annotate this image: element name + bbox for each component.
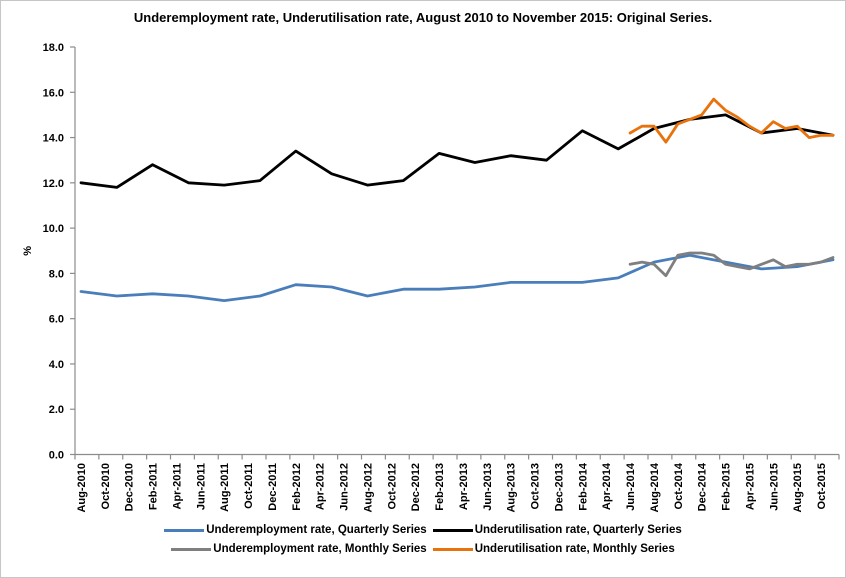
legend-label-underutilisation-monthly: Underutilisation rate, Monthly Series [474, 543, 675, 555]
y-tick-label: 10.0 [43, 223, 64, 235]
x-tick-label: Jun-2015 [768, 463, 780, 511]
plot-area: 0.0 2.0 4.0 6.0 8.0 10.0 12.0 14.0 16.0 18.0 Aug-2… [22, 42, 840, 513]
x-tick-label: Dec-2012 [410, 463, 422, 511]
x-tick-label: Feb-2013 [434, 463, 446, 511]
y-tick-label: 14.0 [43, 133, 64, 145]
legend-swatch-underemployment-quarterly [164, 528, 205, 532]
x-tick-label: Apr-2014 [601, 462, 613, 510]
x-tick-label: Apr-2012 [315, 463, 327, 510]
x-tick-label: Aug-2014 [649, 462, 661, 512]
y-tick-label: 12.0 [43, 178, 64, 190]
x-tick-label: Oct-2012 [386, 463, 398, 509]
chart-title: Underemployment rate, Underutilisation r… [133, 10, 713, 25]
legend-label-underemployment-quarterly: Underemployment rate, Quarterly Series [206, 524, 427, 536]
legend-swatch-underemployment-monthly [171, 547, 212, 551]
legend-item-underutilisation-rate-monthly-series: Underutilisation rate, Monthly Series [432, 543, 675, 555]
y-tick-label: 16.0 [43, 87, 64, 99]
x-tick-label: Dec-2013 [554, 463, 566, 511]
series-line-underutilisation-rate-monthly-series [628, 97, 835, 144]
x-tick-label: Oct-2013 [530, 463, 542, 509]
x-tick-label: Apr-2011 [172, 463, 184, 509]
y-axis-title: % [22, 246, 34, 256]
legend-swatch-underutilisation-quarterly [432, 528, 473, 532]
legend-item-underutilisation-rate-quarterly-series: Underutilisation rate, Quarterly Series [432, 524, 682, 536]
x-tick-label: Jun-2011 [195, 463, 207, 510]
x-tick-label: Dec-2014 [697, 462, 709, 511]
y-tick-label: 18.0 [43, 42, 64, 54]
legend-label-underutilisation-quarterly: Underutilisation rate, Quarterly Series [474, 524, 682, 536]
y-tick-label: 6.0 [49, 314, 64, 326]
x-tick-label: Apr-2015 [745, 463, 757, 510]
x-tick-label: Jun-2013 [482, 463, 494, 511]
x-tick-label: Aug-2010 [76, 463, 88, 513]
x-tick-label: Feb-2012 [291, 463, 303, 511]
x-tick-label: Feb-2011 [148, 463, 160, 510]
x-tick-label: Oct-2015 [816, 463, 828, 509]
legend-swatch-underutilisation-monthly [432, 547, 473, 551]
x-tick-label: Feb-2014 [577, 462, 589, 511]
legend-row-1: Underemployment rate, Quarterly Series U… [161, 524, 685, 536]
series-line-underemployment-rate-monthly-series [628, 251, 835, 278]
x-tick-label: Aug-2013 [506, 463, 518, 513]
x-tick-label: Aug-2015 [792, 463, 804, 513]
x-tick-label: Jun-2014 [625, 462, 637, 511]
x-tick-label: Aug-2012 [363, 463, 375, 513]
legend-row-2: Underemployment rate, Monthly Series Und… [168, 543, 677, 555]
x-tick-label: Oct-2014 [673, 462, 685, 509]
x-tick-label: Dec-2010 [124, 463, 136, 511]
series-line-underutilisation-rate-quarterly-series [79, 113, 835, 189]
legend-label-underemployment-monthly: Underemployment rate, Monthly Series [213, 543, 427, 555]
y-tick-label: 2.0 [49, 404, 64, 416]
legend-item-underemployment-rate-quarterly-series: Underemployment rate, Quarterly Series [164, 524, 427, 536]
x-tick-label: Oct-2010 [100, 463, 112, 509]
y-tick-label: 0.0 [49, 450, 64, 462]
x-tick-label: Feb-2015 [721, 463, 733, 511]
x-tick-label: Apr-2013 [458, 463, 470, 510]
legend: Underemployment rate, Quarterly Series U… [1, 524, 845, 555]
legend-item-underemployment-rate-monthly-series: Underemployment rate, Monthly Series [171, 543, 427, 555]
y-tick-label: 4.0 [49, 359, 64, 371]
x-tick-label: Dec-2011 [267, 463, 279, 511]
x-tick-label: Jun-2012 [339, 463, 351, 511]
series-line-underemployment-rate-quarterly-series [79, 253, 835, 303]
y-tick-label: 8.0 [49, 268, 64, 280]
x-tick-label: Aug-2011 [219, 463, 231, 512]
x-tick-label: Oct-2011 [243, 463, 255, 509]
